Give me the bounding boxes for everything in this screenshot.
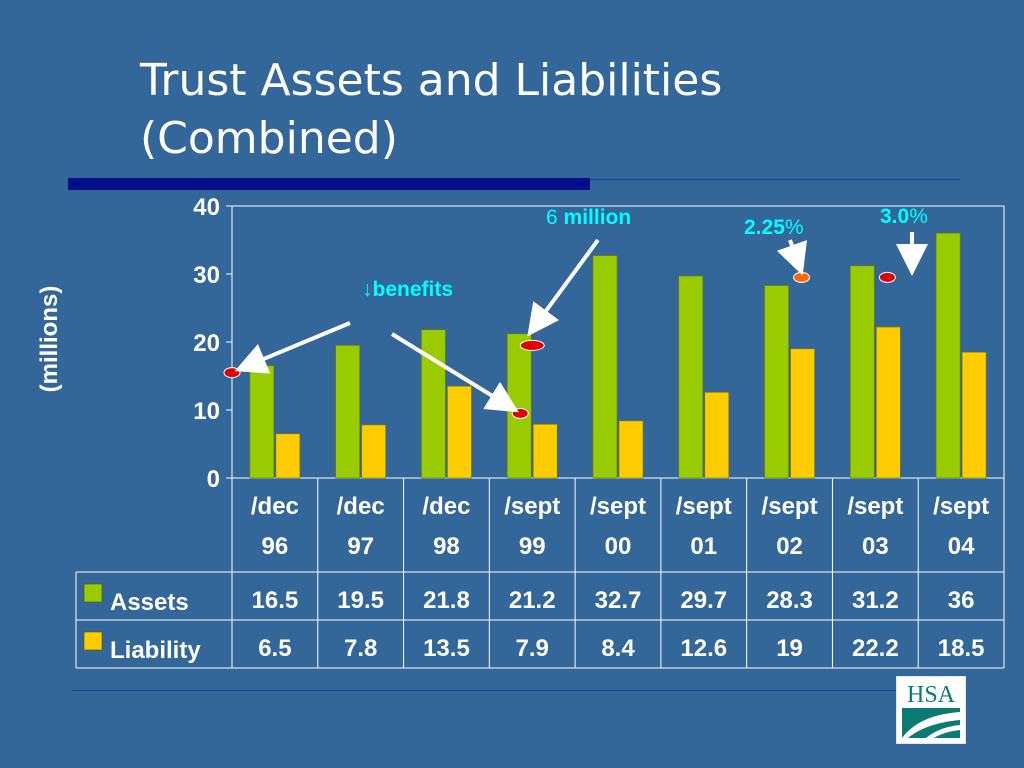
million-annotation: 6 million (546, 206, 631, 230)
y-tick-label: 10 (193, 398, 220, 425)
pct-value-02: 2.25 (744, 216, 785, 239)
data-label-liability: 22.2 (852, 635, 899, 662)
title-line-1: Trust Assets and Liabilities (140, 55, 723, 106)
bar-assets (678, 275, 704, 479)
x-tick-label: /sept (847, 493, 903, 520)
bar-assets (592, 255, 618, 479)
marker (223, 367, 241, 379)
annotation-arrow (776, 239, 807, 276)
x-tick-label: 97 (347, 533, 374, 560)
bar-assets (935, 232, 961, 479)
data-label-assets: 21.8 (423, 587, 470, 614)
y-tick-label: 40 (193, 194, 220, 221)
x-tick-label: /sept (590, 493, 646, 520)
x-tick-label: /dec (337, 493, 385, 520)
bar-assets (335, 345, 360, 479)
data-label-liability: 7.8 (344, 635, 377, 662)
marker (511, 407, 529, 419)
bar-liability (275, 433, 301, 479)
data-label-assets: 31.2 (852, 587, 899, 614)
marker (878, 271, 896, 283)
bar-assets (421, 329, 446, 479)
slide-title: Trust Assets and Liabilities (Combined) (140, 52, 722, 168)
x-tick-label: 03 (862, 533, 889, 560)
logo-text: HSA (907, 682, 956, 708)
legend-label-assets: Assets (110, 589, 189, 616)
bar-assets (850, 265, 875, 479)
x-tick-label: 01 (690, 533, 717, 560)
x-tick-label: /sept (933, 493, 989, 520)
pct-sign-02: % (784, 216, 804, 239)
million-number: 6 (546, 206, 558, 229)
data-label-liability: 12.6 (680, 635, 727, 662)
data-label-assets: 28.3 (766, 587, 813, 614)
y-tick-label: 0 (207, 466, 220, 493)
title-underline-thick (68, 178, 590, 190)
benefits-annotation: ↓benefits (362, 278, 453, 302)
data-label-assets: 36 (948, 587, 975, 614)
pct-sign-03: % (909, 205, 928, 228)
data-label-liability: 6.5 (258, 635, 291, 662)
y-tick-label: 20 (193, 330, 220, 357)
data-label-assets: 32.7 (595, 587, 642, 614)
y-tick-label: 30 (193, 262, 220, 289)
x-tick-label: 98 (433, 533, 460, 560)
bar-liability (361, 424, 386, 479)
hsa-logo: HSA (896, 676, 966, 744)
data-label-assets: 21.2 (509, 587, 556, 614)
title-line-2: (Combined) (140, 113, 398, 164)
pct-annotation-03: 3.0% (880, 205, 928, 229)
annotation-arrow (390, 332, 519, 413)
x-tick-label: /sept (676, 493, 732, 520)
marker (519, 339, 545, 351)
data-label-assets: 29.7 (680, 587, 727, 614)
benefits-label: benefits (372, 278, 454, 301)
bar-liability (532, 423, 558, 479)
bar-liability (876, 326, 901, 479)
x-tick-label: 96 (262, 533, 289, 560)
title-underline-thin (590, 179, 960, 180)
legend-swatch-liability (83, 631, 103, 651)
legend-label-liability: Liability (110, 637, 201, 664)
pct-annotation-02: 2.25% (744, 216, 804, 240)
data-label-liability: 19 (776, 635, 803, 662)
x-tick-label: /dec (422, 493, 470, 520)
x-tick-label: 99 (519, 533, 546, 560)
pct-value-03: 3.0 (880, 205, 910, 228)
marker (793, 271, 811, 283)
data-label-liability: 13.5 (423, 635, 470, 662)
million-word: million (563, 206, 632, 229)
bar-liability (618, 420, 644, 479)
bar-liability (447, 385, 472, 479)
footer-rule (72, 690, 960, 691)
x-tick-label: 00 (605, 533, 632, 560)
down-arrow-icon: ↓ (362, 278, 373, 301)
x-tick-label: /dec (251, 493, 299, 520)
data-label-liability: 18.5 (938, 635, 985, 662)
bar-assets (764, 285, 789, 479)
bar-liability (704, 392, 730, 479)
data-label-liability: 7.9 (516, 635, 549, 662)
x-tick-label: 02 (776, 533, 803, 560)
bar-assets (249, 365, 275, 479)
legend-swatch-assets (83, 583, 103, 603)
bar-liability (961, 351, 987, 479)
data-label-assets: 16.5 (252, 587, 299, 614)
data-label-liability: 8.4 (601, 635, 635, 662)
x-tick-label: /sept (762, 493, 818, 520)
bar-liability (790, 348, 815, 479)
annotation-arrow (527, 238, 600, 337)
x-tick-label: /sept (504, 493, 560, 520)
annotation-arrow (234, 321, 351, 374)
x-tick-label: 04 (948, 533, 975, 560)
data-label-assets: 19.5 (337, 587, 384, 614)
